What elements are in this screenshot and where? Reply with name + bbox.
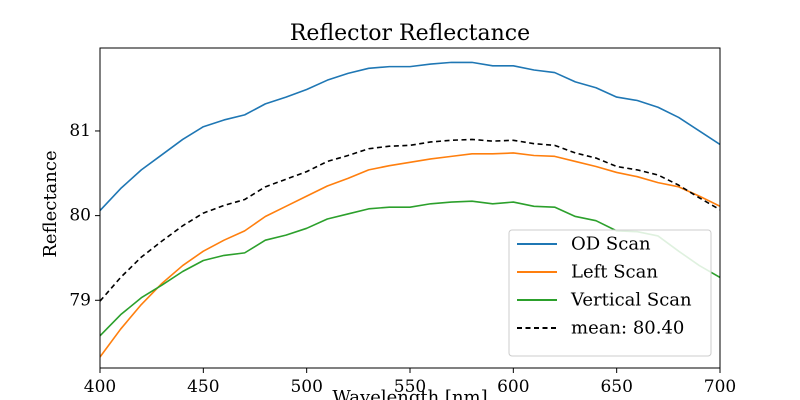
x-tick-label: 450 [187,377,219,397]
series-line-1 [100,152,720,358]
series-line-0 [100,61,720,212]
legend: OD Scan Left Scan Vertical Scan mean: 80.40 [508,229,712,357]
legend-label: Left Scan [571,262,658,283]
y-axis-ticks: 79 80 81 [69,121,100,310]
y-tick-label: 80 [69,206,91,226]
legend-label: mean: 80.40 [571,318,684,339]
x-tick-label: 500 [290,377,322,397]
y-tick-label: 79 [69,290,91,310]
x-tick-label: 700 [704,377,736,397]
x-axis-label: Wavelength [nm] [332,387,487,400]
chart-title: Reflector Reflectance [290,21,530,46]
x-tick-label: 650 [600,377,632,397]
legend-frame [508,229,712,357]
x-tick-label: 550 [394,377,426,397]
x-tick-label: 600 [497,377,529,397]
x-axis-ticks: 400 450 500 550 600 650 700 [84,368,736,397]
x-tick-label: 400 [84,377,116,397]
plot-area [100,61,720,358]
legend-label: OD Scan [571,234,651,255]
series-line-3 [100,138,720,302]
y-tick-label: 81 [69,121,91,141]
legend-label: Vertical Scan [570,290,692,311]
y-axis-label: Reflectance [40,150,61,257]
